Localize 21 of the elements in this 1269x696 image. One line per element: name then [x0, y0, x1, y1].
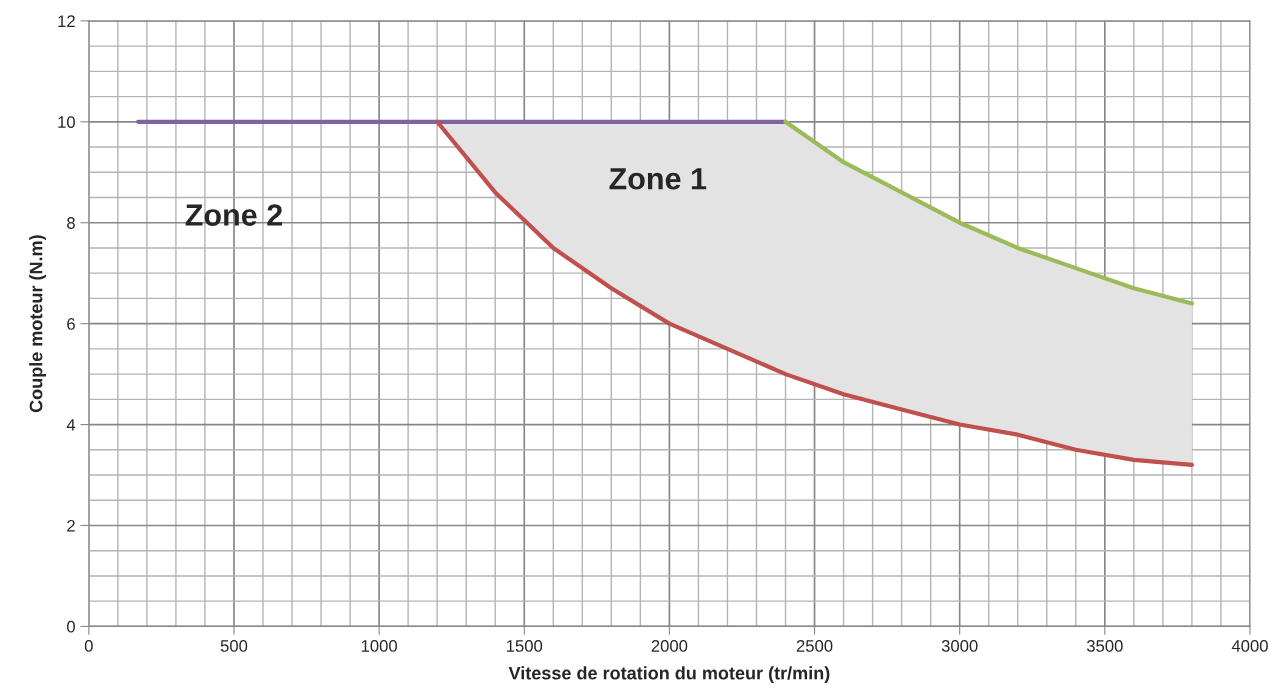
y-tick-label: 6	[67, 318, 75, 330]
x-tick-label: 3000	[941, 640, 978, 652]
x-tick-label: 4000	[1231, 640, 1268, 652]
y-tick-label: 10	[58, 116, 75, 128]
x-tick-label: 1500	[506, 640, 543, 652]
x-tick-label: 2000	[651, 640, 688, 652]
x-axis-title: Vitesse de rotation du moteur (tr/min)	[508, 666, 830, 684]
y-tick-label: 4	[66, 419, 76, 431]
annotation: Zone 1	[609, 168, 707, 190]
y-tick-label: 12	[58, 15, 75, 27]
x-tick-label: 500	[220, 640, 248, 652]
x-tick-label: 2500	[796, 640, 833, 652]
annotation: Zone 2	[185, 204, 282, 226]
y-tick-label: 8	[67, 217, 75, 229]
y-tick-label: 0	[67, 620, 75, 633]
y-axis-title: Couple moteur (N.m)	[29, 235, 46, 413]
line-series	[783, 119, 1194, 306]
y-tick-label: 2	[67, 519, 75, 532]
x-tick-label: 3500	[1086, 640, 1123, 652]
x-tick-label: 0	[84, 640, 93, 652]
x-tick-label: 1000	[361, 640, 397, 652]
